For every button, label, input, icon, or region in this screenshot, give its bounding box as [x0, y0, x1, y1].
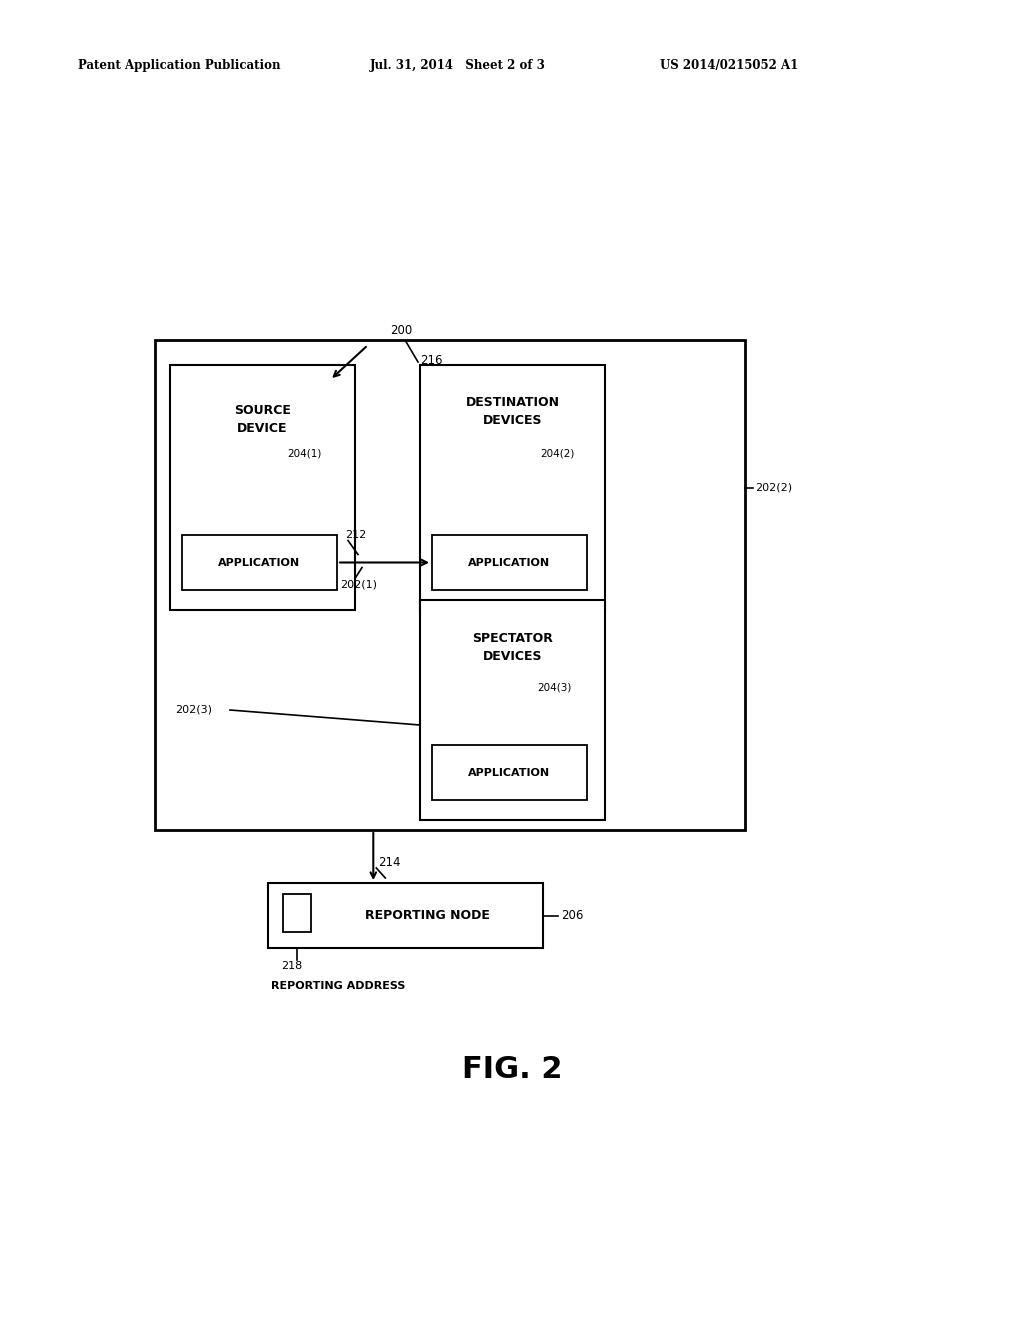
Text: 204(2): 204(2): [540, 447, 574, 458]
Bar: [170, 366, 355, 610]
Text: US 2014/0215052 A1: US 2014/0215052 A1: [660, 58, 799, 71]
Text: 202(1): 202(1): [340, 579, 377, 590]
Bar: [268, 883, 543, 948]
Text: 206: 206: [561, 909, 584, 921]
Text: DEVICE: DEVICE: [238, 421, 288, 434]
Text: APPLICATION: APPLICATION: [218, 557, 301, 568]
Text: DEVICES: DEVICES: [482, 414, 543, 428]
Text: SPECTATOR: SPECTATOR: [472, 631, 553, 644]
Bar: [420, 601, 605, 820]
Text: APPLICATION: APPLICATION: [468, 557, 551, 568]
Text: 200: 200: [390, 323, 413, 337]
Bar: [182, 535, 337, 590]
Text: FIG. 2: FIG. 2: [462, 1056, 562, 1085]
Text: DESTINATION: DESTINATION: [466, 396, 559, 409]
Bar: [283, 894, 311, 932]
Text: 202(3): 202(3): [175, 705, 212, 715]
Text: 202(2): 202(2): [755, 483, 793, 492]
Text: 218: 218: [282, 961, 303, 972]
Text: Patent Application Publication: Patent Application Publication: [78, 58, 281, 71]
Text: 216: 216: [420, 354, 442, 367]
Text: 204(1): 204(1): [287, 447, 322, 458]
Text: DEVICES: DEVICES: [482, 649, 543, 663]
Text: REPORTING NODE: REPORTING NODE: [366, 909, 489, 921]
Bar: [432, 744, 587, 800]
Text: 214: 214: [378, 857, 400, 870]
Text: 212: 212: [345, 529, 367, 540]
Text: 204(3): 204(3): [537, 682, 571, 693]
Bar: [420, 366, 605, 610]
Bar: [432, 535, 587, 590]
Text: APPLICATION: APPLICATION: [468, 767, 551, 777]
Bar: [155, 341, 745, 830]
Text: SOURCE: SOURCE: [234, 404, 291, 417]
Text: REPORTING ADDRESS: REPORTING ADDRESS: [271, 981, 406, 991]
Text: Jul. 31, 2014   Sheet 2 of 3: Jul. 31, 2014 Sheet 2 of 3: [370, 58, 546, 71]
